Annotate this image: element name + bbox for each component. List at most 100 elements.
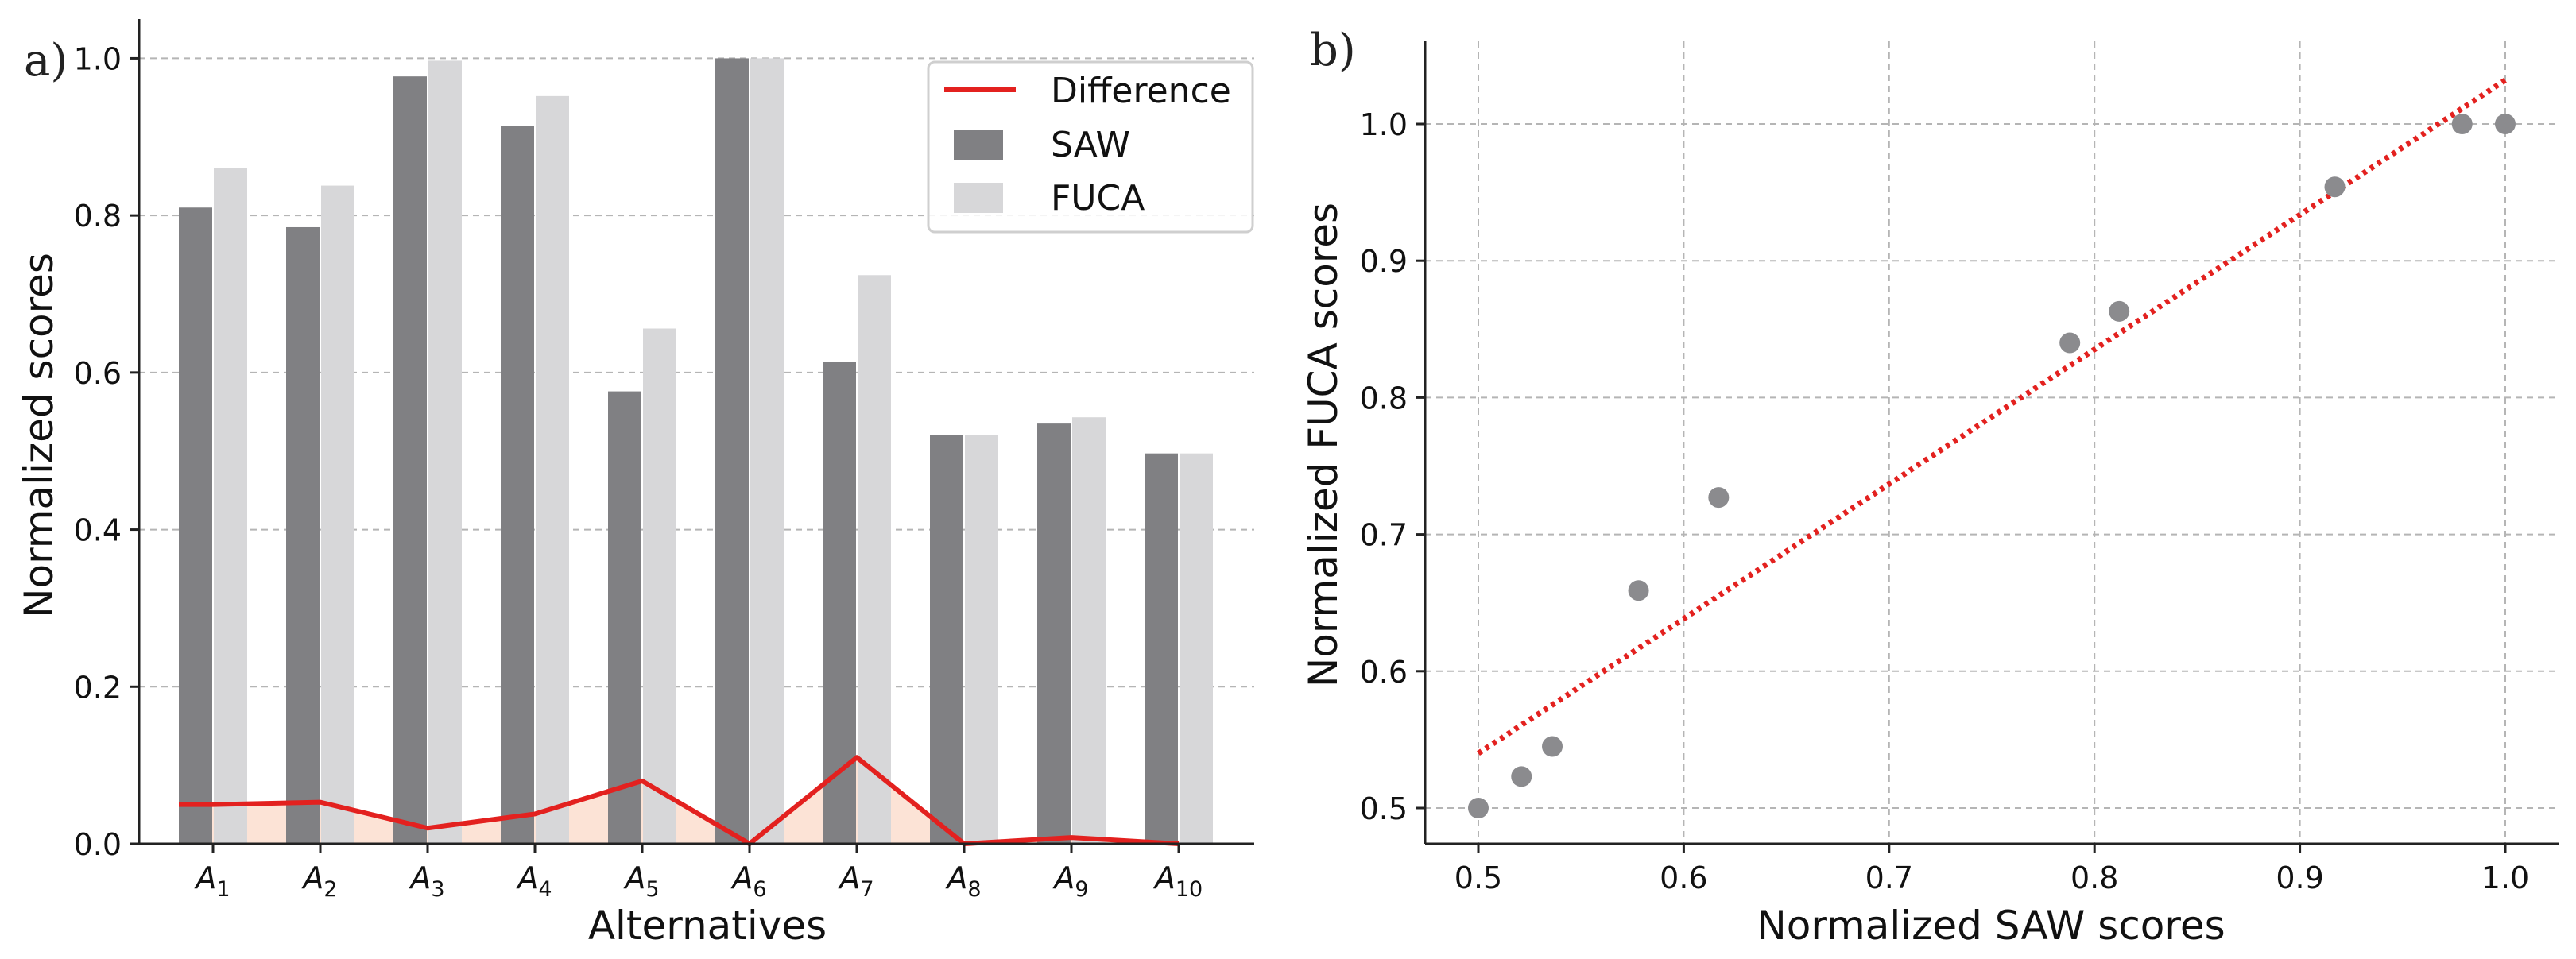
bar-fuca (643, 328, 676, 844)
panel-a-x-ticks: A1 A2 A3 A4 A5 A6 A7 A8 A9 A10 (193, 844, 1203, 902)
y-tick-label: 0.7 (1360, 518, 1408, 553)
x-tick-label: A10 (1152, 860, 1203, 902)
y-tick-label: 0.9 (1360, 244, 1408, 279)
panel-b-points (1468, 114, 2516, 818)
bar-fuca (858, 275, 891, 844)
legend-saw-label: SAW (1051, 125, 1130, 165)
x-tick-label-subscript: 9 (1075, 877, 1088, 902)
bar-fuca (1072, 417, 1106, 844)
x-tick-label: A6 (730, 860, 766, 902)
x-tick-label-base: A (944, 860, 967, 895)
scatter-point (2451, 114, 2473, 134)
scatter-point (2109, 300, 2130, 322)
panel-a-label: a) (24, 35, 68, 87)
scatter-point (1511, 766, 1532, 787)
difference-line (179, 755, 1180, 846)
x-tick-label: A7 (837, 860, 874, 902)
x-tick-label: A2 (300, 860, 337, 902)
panel-b-x-ticks: 0.5 0.6 0.7 0.8 0.9 1.0 (1455, 844, 2529, 895)
x-tick-label-subscript: 8 (967, 877, 981, 902)
scatter-point (1628, 580, 1649, 601)
panel-a-legend: Difference SAW FUCA (927, 60, 1254, 234)
x-tick-label: A4 (515, 860, 552, 902)
bar-saw (715, 58, 749, 844)
bar-saw (286, 226, 320, 844)
bar-fuca (1180, 453, 1213, 844)
legend-fuca-label: FUCA (1051, 178, 1145, 218)
panel-b-y-ticks: 0.5 0.6 0.7 0.8 0.9 1.0 (1360, 107, 1425, 826)
panel-b-label: b) (1310, 25, 1356, 76)
bar-fuca (428, 60, 462, 844)
scatter-point (2495, 114, 2516, 134)
x-tick-label-subscript: 5 (645, 877, 659, 902)
legend-box (927, 60, 1254, 234)
x-tick-label: 0.9 (2276, 860, 2323, 895)
y-tick-label: 1.0 (74, 41, 122, 76)
x-tick-label: 0.8 (2070, 860, 2118, 895)
y-tick-label: 0.8 (74, 199, 122, 234)
panel-a-bars (179, 58, 1213, 845)
x-tick-label-base: A (1152, 860, 1176, 895)
scatter-point (1542, 736, 1563, 757)
y-tick-label: 0.8 (1360, 381, 1408, 416)
panel-a-bar-chart: a) 0.00.20.40.60.81.0 A1 A2 A3 A4 A5 A6 A7 A8 A9… (16, 19, 1254, 949)
panel-a-y-ticks: 0.0 0.2 0.4 0.6 0.8 1.0 (74, 41, 139, 862)
x-tick-label-base: A (730, 860, 753, 895)
difference-area (179, 757, 1179, 844)
panel-b-axes (1424, 41, 2559, 845)
y-tick-label: 0.5 (1360, 791, 1408, 826)
x-tick-label-base: A (1052, 860, 1075, 895)
x-tick-label-base: A (837, 860, 860, 895)
scatter-point (2324, 176, 2346, 198)
x-tick-label-subscript: 2 (323, 877, 337, 902)
x-tick-label: 1.0 (2481, 860, 2529, 895)
bar-fuca (214, 168, 247, 845)
y-tick-label: 0.6 (74, 356, 122, 391)
panel-b-gridlines (1425, 41, 2559, 844)
x-tick-label-subscript: 3 (431, 877, 444, 902)
bar-fuca (965, 435, 998, 844)
x-tick-label: A3 (408, 860, 444, 902)
x-tick-label-subscript: 7 (860, 877, 874, 902)
x-tick-label: A5 (622, 860, 659, 902)
scatter-point (1708, 487, 1730, 509)
difference-fill-area (179, 757, 1179, 844)
x-tick-label: 0.5 (1455, 860, 1502, 895)
x-tick-label: A1 (193, 860, 230, 902)
x-tick-label-base: A (300, 860, 323, 895)
x-tick-label-subscript: 4 (538, 877, 552, 902)
x-tick-label-subscript: 1 (216, 877, 230, 902)
y-tick-label: 1.0 (1360, 107, 1408, 142)
bar-fuca (536, 95, 569, 844)
panel-b-x-axis-label: Normalized SAW scores (1757, 903, 2225, 949)
x-tick-label-subscript: 10 (1176, 877, 1203, 902)
y-tick-label: 0.6 (1360, 655, 1408, 690)
y-tick-label: 0.4 (74, 513, 122, 548)
x-tick-label-base: A (515, 860, 538, 895)
y-tick-label: 0.0 (74, 827, 122, 862)
fit-line (1477, 77, 2507, 756)
panel-b-scatter-chart: b) 0.5 0.6 0.7 0.8 0.9 1.0 0.5 0.6 0.7 0.8 0.9 1.0… (1300, 25, 2559, 949)
bar-saw (179, 207, 212, 844)
scatter-point (1468, 798, 1489, 818)
bar-saw (930, 435, 963, 844)
bar-saw (1037, 423, 1071, 844)
bar-fuca (750, 58, 784, 844)
bar-saw (1145, 453, 1178, 844)
bar-fuca (321, 185, 354, 844)
legend-difference-label: Difference (1051, 71, 1231, 111)
x-tick-label: 0.7 (1865, 860, 1913, 895)
bar-saw (393, 76, 427, 844)
x-tick-label-base: A (193, 860, 216, 895)
x-tick-label: A9 (1052, 860, 1088, 902)
panel-a-x-axis-label: Alternatives (588, 903, 827, 949)
x-tick-label: A8 (944, 860, 981, 902)
difference-line-group (179, 755, 1180, 846)
y-tick-label: 0.2 (74, 670, 122, 705)
scatter-point (2059, 332, 2081, 354)
panel-b-fit-line-group (1477, 77, 2507, 756)
panel-a-axes (138, 19, 1254, 845)
legend-saw-swatch (954, 130, 1003, 160)
panel-a-y-axis-label: Normalized scores (16, 253, 62, 618)
